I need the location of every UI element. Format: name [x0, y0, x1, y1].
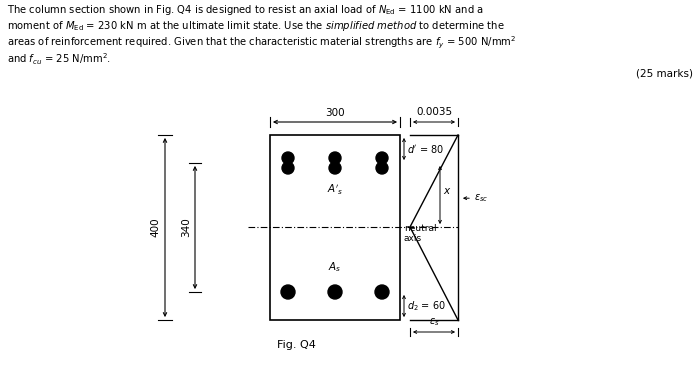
Text: areas of reinforcement required. Given that the characteristic material strength: areas of reinforcement required. Given t… — [7, 35, 517, 51]
Text: Fig. Q4: Fig. Q4 — [276, 340, 316, 350]
Circle shape — [329, 162, 341, 174]
Text: $\varepsilon_{sc}$: $\varepsilon_{sc}$ — [474, 192, 489, 204]
Text: $\varepsilon_s$: $\varepsilon_s$ — [428, 316, 440, 328]
Text: $A_s$: $A_s$ — [328, 260, 342, 274]
Circle shape — [282, 162, 294, 174]
Text: The column section shown in Fig. Q4 is designed to resist an axial load of $N_{\: The column section shown in Fig. Q4 is d… — [7, 3, 484, 17]
Text: $d_2$ = 60: $d_2$ = 60 — [407, 299, 446, 313]
Text: $A'_s$: $A'_s$ — [327, 183, 343, 197]
Circle shape — [328, 285, 342, 299]
Text: and $f_{cu}$ = 25 N/mm$^2$.: and $f_{cu}$ = 25 N/mm$^2$. — [7, 51, 111, 66]
Text: 0.0035: 0.0035 — [416, 107, 452, 117]
Bar — [270, 135, 400, 320]
Circle shape — [376, 152, 388, 164]
Text: 340: 340 — [181, 218, 191, 237]
Circle shape — [376, 162, 388, 174]
Text: neutral
axis: neutral axis — [404, 224, 437, 243]
Text: 300: 300 — [326, 108, 345, 118]
Circle shape — [329, 152, 341, 164]
Text: $x$: $x$ — [443, 186, 452, 196]
Text: (25 marks): (25 marks) — [636, 68, 693, 78]
Circle shape — [281, 285, 295, 299]
Text: $d'$ = 80: $d'$ = 80 — [407, 143, 444, 155]
Circle shape — [375, 285, 389, 299]
Text: moment of $M_{\rm Ed}$ = 230 kN m at the ultimate limit state. Use the $\mathbf{: moment of $M_{\rm Ed}$ = 230 kN m at the… — [7, 19, 505, 33]
Circle shape — [282, 152, 294, 164]
Text: 400: 400 — [150, 218, 160, 237]
